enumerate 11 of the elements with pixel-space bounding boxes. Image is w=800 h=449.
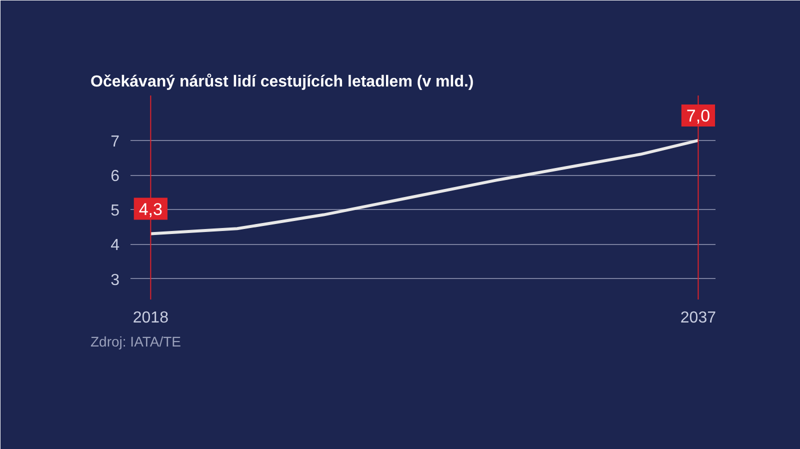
- chart-title: Očekávaný nárůst lidí cestujících letadlem (v mld.): [90, 74, 474, 90]
- y-tick-label: 4: [110, 237, 120, 254]
- x-tick-label: 2018: [132, 310, 169, 326]
- text: Zdroj: IATA/TE: [90, 334, 181, 350]
- y-tick-label: 5: [110, 202, 120, 220]
- y-tick-label: 3: [110, 272, 120, 289]
- x-tick-label: 2037: [680, 310, 716, 326]
- data-label: 7,0: [686, 106, 710, 126]
- y-tick-label: 7: [110, 133, 120, 150]
- data-label: 4,3: [138, 200, 162, 219]
- y-tick-label: 6: [110, 168, 120, 186]
